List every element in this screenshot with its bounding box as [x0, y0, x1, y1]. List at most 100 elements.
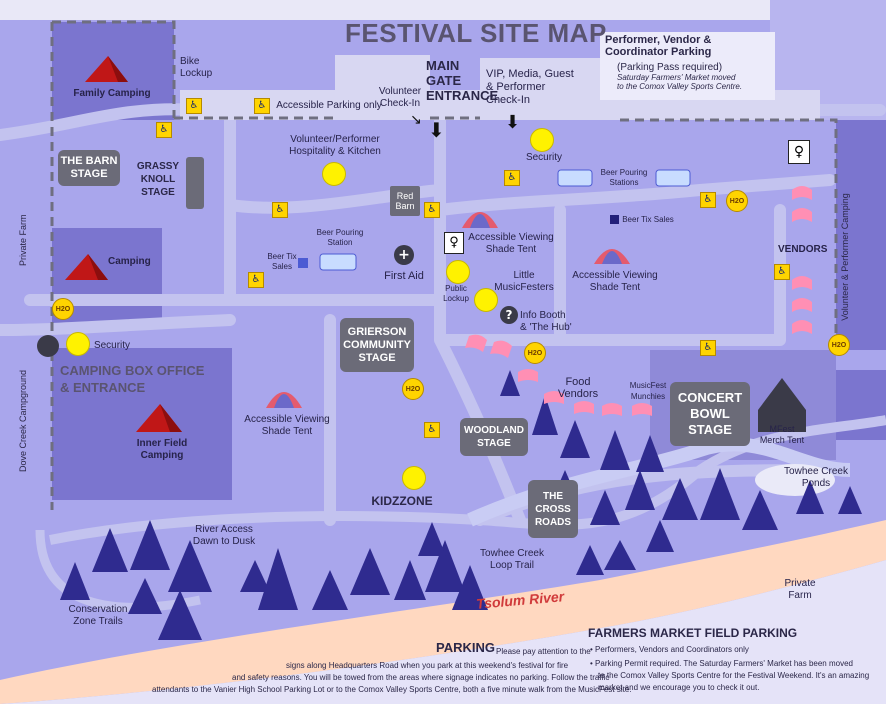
merch-line1: MFest — [769, 424, 795, 434]
water-station-marker[interactable]: H2O — [524, 342, 546, 364]
accessible-icon: ♿ — [424, 422, 440, 438]
tsolum-river — [0, 520, 886, 704]
bps-line1: Beer Pouring — [600, 168, 648, 177]
grierson-line3: STAGE — [358, 351, 396, 364]
info-booth-icon[interactable]: ? — [500, 306, 518, 324]
concert-line3: STAGE — [688, 422, 732, 437]
public-lockup-label: Public Lockup — [440, 284, 472, 304]
private-farm-right-label: Private Farm — [778, 578, 822, 602]
forest-trees — [60, 370, 862, 640]
grierson-stage[interactable]: GRIERSON COMMUNITY STAGE — [340, 318, 414, 372]
bike-lockup-label: Bike Lockup — [180, 56, 216, 80]
tp-line2: Ponds — [801, 478, 831, 489]
hospitality-marker[interactable] — [322, 162, 346, 186]
camping-tents — [65, 56, 182, 432]
accessible-shade-left-label: Accessible Viewing Shade Tent — [242, 414, 332, 438]
little-musicfesters-marker[interactable] — [474, 288, 498, 312]
beer-tix-left-icon — [298, 258, 308, 268]
camping-label: Camping — [108, 256, 151, 267]
crossroads-line3: ROADS — [534, 516, 572, 528]
accessible-icon: ♿ — [774, 264, 790, 280]
ra-line1: River Access — [195, 524, 253, 535]
inner-line1: Inner Field — [136, 438, 188, 449]
hospitality-label: Volunteer/Performer Hospitality & Kitche… — [280, 134, 390, 158]
farmers-bullet2-a: Parking Permit required. — [595, 659, 682, 668]
beer-pouring-station-label: Beer Pouring Station — [312, 228, 368, 248]
performer-parking-box: Performer, Vendor & Coordinator Parking … — [605, 34, 777, 91]
farmers-bullet2: • Parking Permit required. The Saturday … — [590, 659, 853, 668]
tl-line1: Towhee Creek — [480, 548, 544, 559]
volunteer-camping-zone — [836, 120, 886, 350]
woodland-line1: WOODLAND — [464, 425, 524, 436]
accessible-icon: ♿ — [156, 122, 172, 138]
info-booth-label: Info Booth & 'The Hub' — [520, 310, 580, 334]
barn-stage[interactable]: THE BARN STAGE — [58, 150, 120, 186]
volunteer-arrow-icon: ↘ — [410, 112, 422, 128]
main-gate-arrow-icon: ⬇ — [428, 118, 445, 142]
tl-line2: Loop Trail — [490, 560, 534, 571]
first-aid-icon[interactable]: + — [394, 245, 414, 265]
grassy-knoll-stage[interactable]: GRASSY KNOLL STAGE — [132, 160, 184, 199]
bp-line2: Station — [327, 238, 353, 247]
water-station-marker[interactable]: H2O — [52, 298, 74, 320]
water-station-marker[interactable]: H2O — [726, 190, 748, 212]
bike-lockup-line2: Lockup — [180, 68, 213, 79]
grassy-line1: GRASSY — [136, 161, 180, 172]
tp-line1: Towhee Creek — [784, 466, 848, 477]
woodland-stage[interactable]: WOODLAND STAGE — [460, 418, 528, 456]
security-left-label: Security — [93, 340, 131, 351]
btl-line2: Sales — [271, 262, 292, 271]
restroom-icon-top[interactable]: ♀ — [444, 232, 464, 254]
accessible-shade-top-label: Accessible Viewing Shade Tent — [466, 232, 556, 256]
accessible-icon: ♿ — [248, 272, 264, 288]
security-top-label: Security — [525, 152, 563, 163]
little-line1: Little — [513, 270, 535, 281]
accessible-icon: ♿ — [272, 202, 288, 218]
crossroads-line1: THE — [543, 490, 563, 502]
asl-line1: Accessible Viewing — [244, 414, 330, 425]
bps-line2: Stations — [609, 178, 639, 187]
beer-tix-right-label: Beer Tix Sales — [622, 215, 674, 224]
vip-checkin-line3: Check-In — [486, 94, 531, 106]
public-lockup-marker[interactable] — [446, 260, 470, 284]
btl-line1: Beer Tix — [267, 252, 297, 261]
volunteer-performer-camping-label: Volunteer & Performer Camping — [840, 193, 850, 321]
cz-line2: Zone Trails — [73, 616, 123, 627]
kidzzone-marker[interactable] — [402, 466, 426, 490]
merch-tent-label: MFest Merch Tent — [756, 424, 808, 446]
volunteer-checkin-line1: Volunteer — [378, 86, 422, 97]
performer-parking-line1: (Parking Pass required) — [617, 62, 723, 73]
water-station-marker[interactable]: H2O — [828, 334, 850, 356]
water-station-marker[interactable]: H2O — [402, 378, 424, 400]
vip-checkin-label: VIP, Media, Guest & Performer Check-In — [486, 68, 582, 107]
security-left-marker[interactable] — [66, 332, 90, 356]
hospitality-line2: Hospitality & Kitchen — [289, 146, 381, 157]
accessible-parking-label: Accessible Parking only — [276, 100, 382, 111]
security-top-marker[interactable] — [530, 128, 554, 152]
vip-arrow-icon: ⬇ — [505, 112, 521, 133]
vendors-label: VENDORS — [778, 244, 828, 255]
munchies-label: MusicFest Munchies — [626, 380, 670, 402]
restroom-icon-right[interactable]: ♀ — [788, 140, 810, 164]
grassy-line3: STAGE — [141, 187, 175, 198]
towhee-ponds-label: Towhee Creek Ponds — [780, 466, 852, 490]
main-gate-label: MAIN GATE ENTRANCE — [426, 58, 498, 103]
red-barn[interactable]: Red Barn — [390, 186, 420, 216]
performer-parking-line2: Saturday Farmers' Market moved — [617, 73, 736, 82]
woodland-line2: STAGE — [477, 438, 511, 449]
concert-line1: CONCERT — [677, 390, 743, 405]
pl-line1: Public — [445, 284, 467, 293]
pf-line2: Farm — [788, 590, 812, 601]
hospitality-line1: Volunteer/Performer — [290, 134, 380, 145]
volunteer-checkin-label: Volunteer Check-In — [378, 86, 422, 110]
box-office-line2: & ENTRANCE — [60, 380, 146, 395]
farmers-bullet1: Performers, Vendors and Coordinators onl… — [590, 644, 749, 655]
grierson-line1: GRIERSON — [347, 325, 407, 338]
concert-bowl-stage[interactable]: CONCERT BOWL STAGE — [670, 382, 750, 446]
asl-line2: Shade Tent — [261, 426, 313, 437]
accessible-icon: ♿ — [700, 192, 716, 208]
crossroads-line2: CROSS — [535, 503, 571, 515]
concert-line2: BOWL — [690, 406, 730, 421]
crossroads-stage[interactable]: THE CROSS ROADS — [528, 480, 578, 538]
